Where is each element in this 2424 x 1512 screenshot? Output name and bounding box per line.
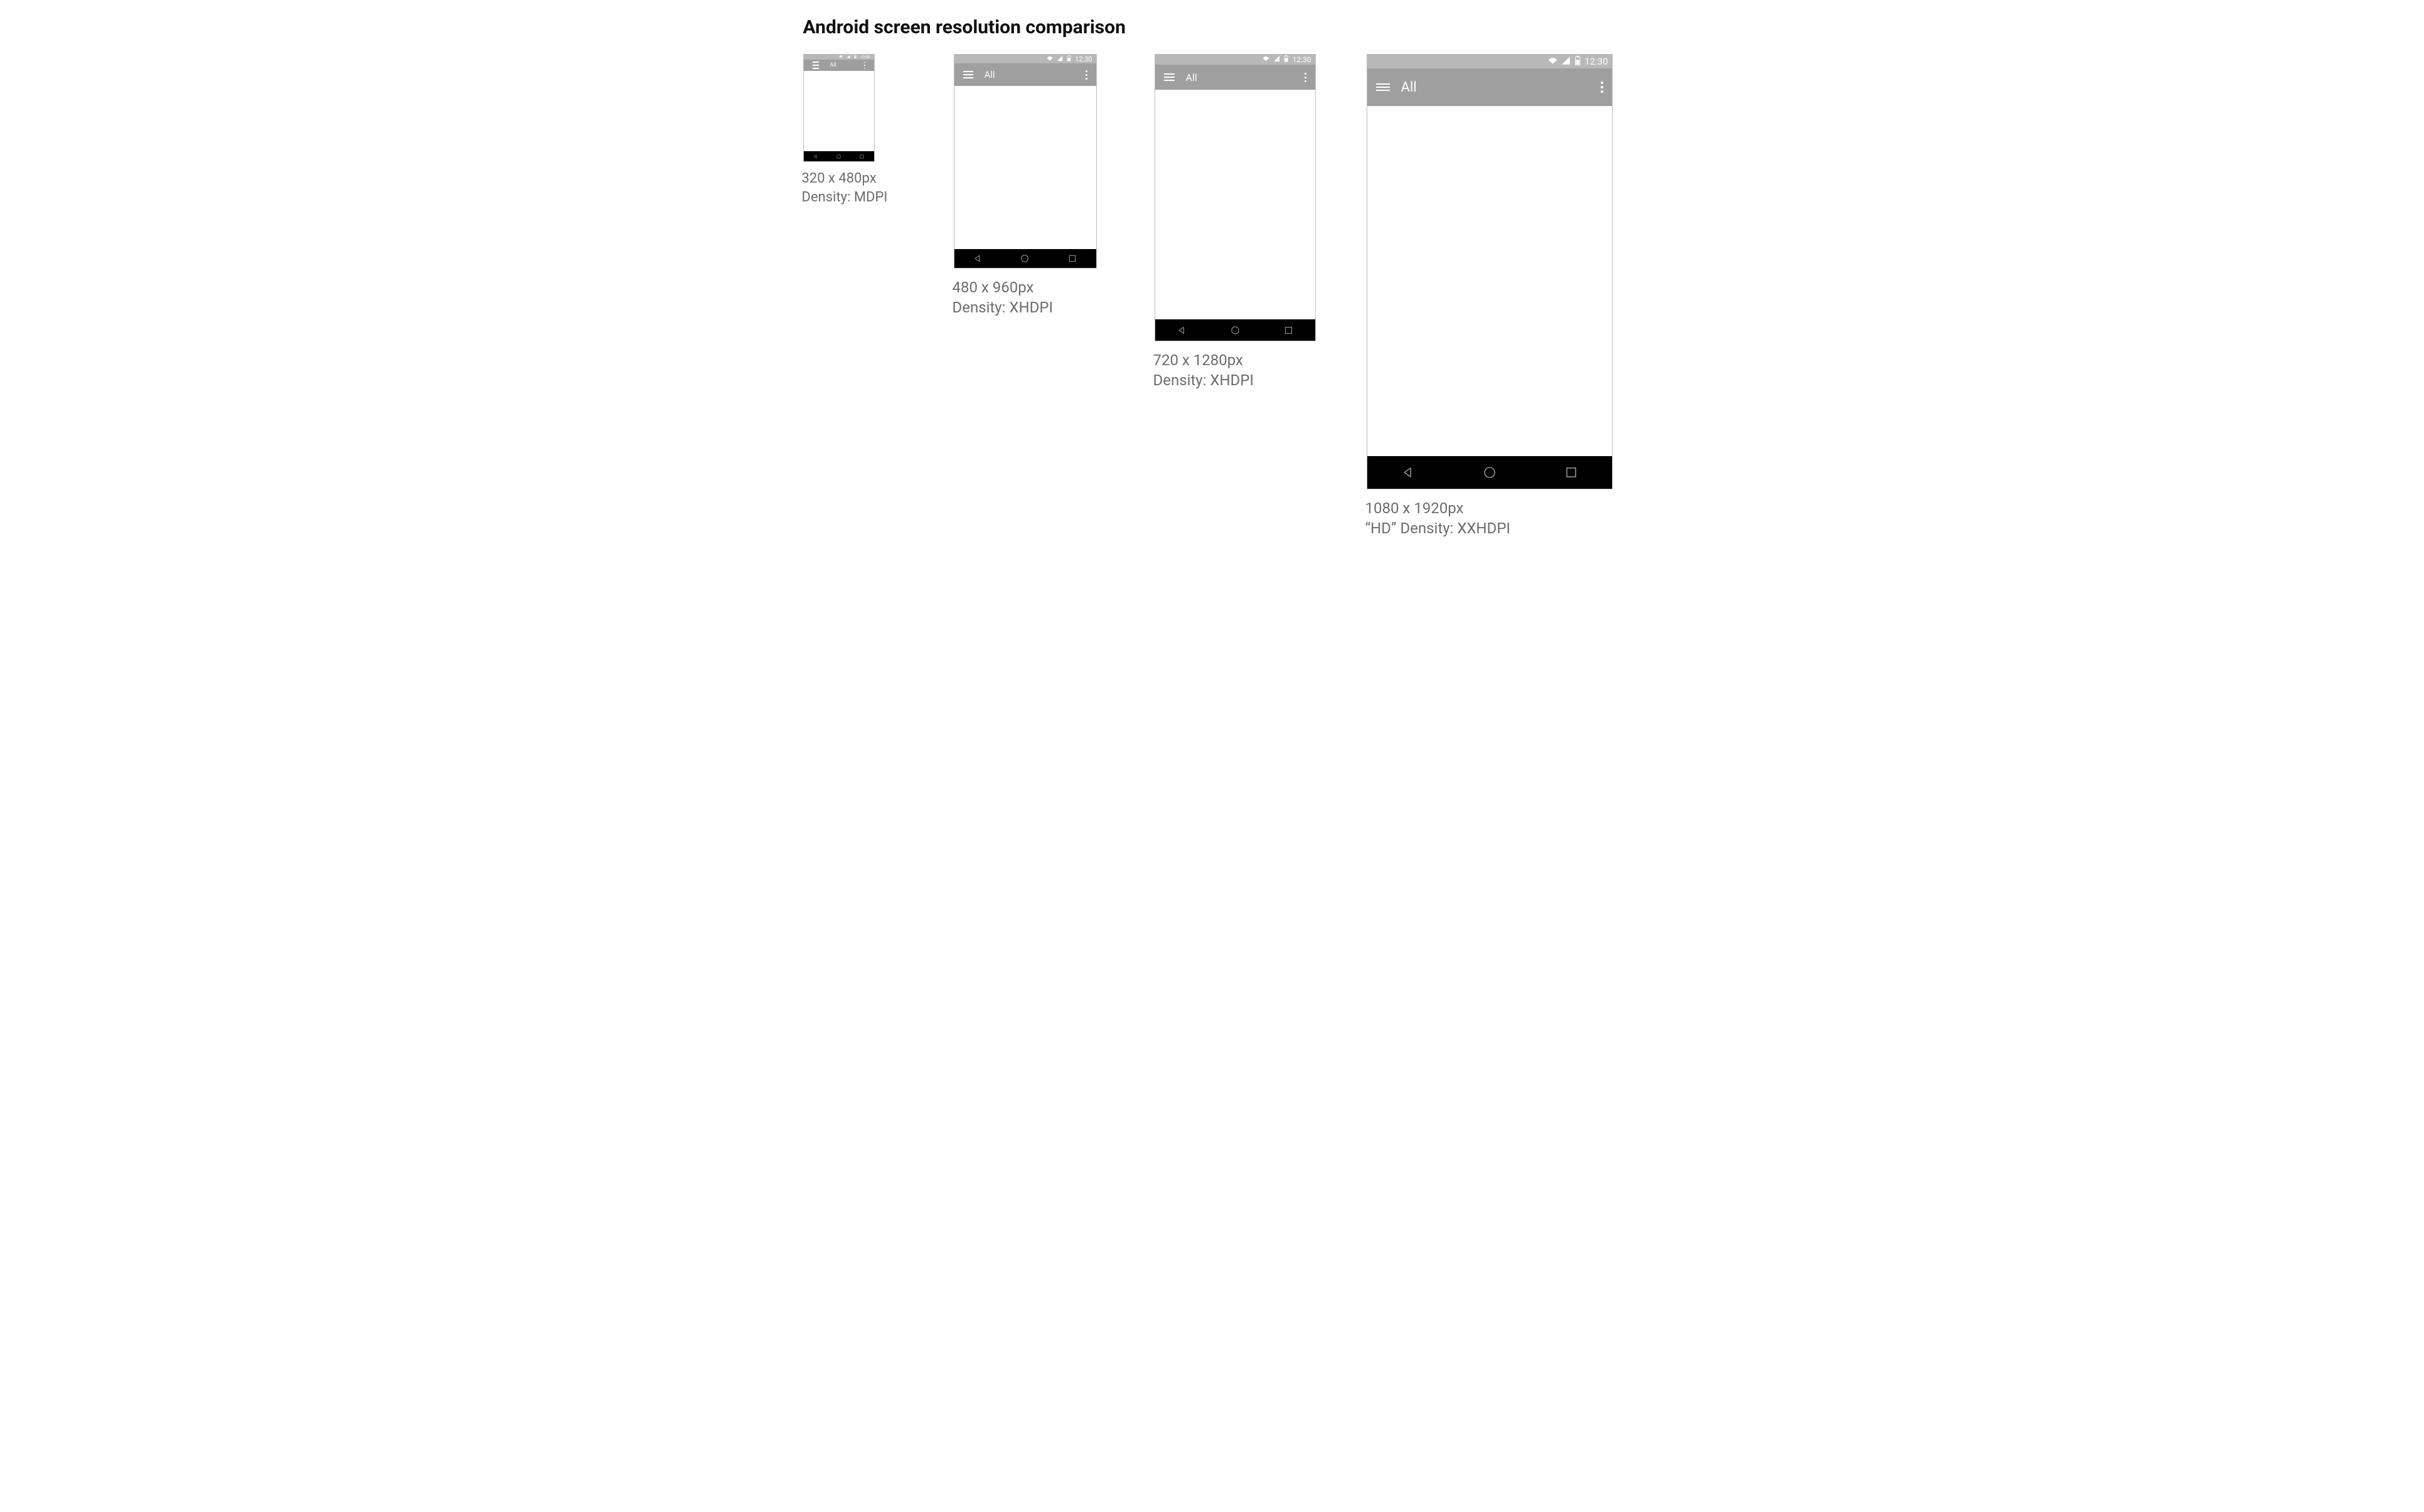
signal-icon <box>1057 55 1063 63</box>
caption-density: Density: XHDPI <box>953 297 1054 317</box>
battery-icon <box>1284 55 1289 64</box>
content-area <box>954 86 1096 249</box>
nav-bar <box>1155 319 1315 341</box>
hamburger-icon[interactable] <box>813 61 819 69</box>
nav-home-icon[interactable] <box>1230 325 1241 336</box>
nav-bar <box>954 249 1096 268</box>
device-xhdpi-large: 12:30 All <box>1155 54 1316 341</box>
caption-density: “HD” Density: XXHDPI <box>1365 518 1510 538</box>
nav-recent-icon[interactable] <box>1067 253 1077 264</box>
app-bar: All <box>954 63 1096 86</box>
content-area <box>1367 106 1612 456</box>
nav-bar <box>1367 456 1612 489</box>
overflow-icon[interactable] <box>864 62 865 69</box>
battery-icon <box>1067 55 1071 63</box>
status-bar: 12:30 <box>1367 55 1612 68</box>
nav-back-icon[interactable] <box>973 253 983 264</box>
app-bar: All <box>1155 65 1315 90</box>
hamburger-icon[interactable] <box>963 71 973 78</box>
device-caption-xxhdpi: 1080 x 1920px“HD” Density: XXHDPI <box>1365 498 1510 539</box>
appbar-title: All <box>1401 80 1417 95</box>
wifi-icon <box>1263 55 1269 64</box>
nav-home-icon[interactable] <box>1020 253 1030 264</box>
device-caption-xhdpi-large: 720 x 1280pxDensity: XHDPI <box>1153 350 1254 391</box>
device-xxhdpi: 12:30 All <box>1367 54 1613 489</box>
battery-icon <box>854 55 857 60</box>
status-bar: 12:30 <box>1155 55 1315 65</box>
wifi-icon <box>1548 56 1557 68</box>
page-title: Android screen resolution comparison <box>803 16 1126 38</box>
status-time: 12:30 <box>1293 55 1311 64</box>
appbar-title: All <box>985 69 995 80</box>
comparison-canvas: Android screen resolution comparison 12:… <box>773 0 1652 548</box>
status-time: 12:30 <box>1075 55 1092 63</box>
app-bar: All <box>804 60 874 71</box>
nav-recent-icon[interactable] <box>1564 465 1579 480</box>
device-xhdpi-small: 12:30 All <box>954 54 1097 269</box>
wifi-icon <box>1047 55 1053 63</box>
hamburger-icon[interactable] <box>1376 83 1390 91</box>
nav-bar <box>804 151 874 161</box>
caption-resolution: 320 x 480px <box>802 169 888 188</box>
overflow-icon[interactable] <box>1305 73 1306 82</box>
battery-icon <box>1574 56 1581 68</box>
status-bar: 12:30 <box>804 55 874 60</box>
wifi-icon <box>839 55 843 60</box>
nav-recent-icon[interactable] <box>859 154 865 159</box>
device-mdpi: 12:30 All <box>803 54 875 162</box>
nav-back-icon[interactable] <box>1401 465 1416 480</box>
caption-density: Density: MDPI <box>802 188 888 207</box>
nav-recent-icon[interactable] <box>1283 325 1294 336</box>
overflow-icon[interactable] <box>1086 70 1087 80</box>
status-time: 12:30 <box>861 55 870 60</box>
status-bar: 12:30 <box>954 55 1096 63</box>
signal-icon <box>846 55 850 60</box>
hamburger-icon[interactable] <box>1164 73 1175 81</box>
nav-home-icon[interactable] <box>836 154 841 159</box>
caption-resolution: 1080 x 1920px <box>1365 498 1510 518</box>
signal-icon <box>1273 55 1280 64</box>
appbar-title: All <box>1186 72 1197 83</box>
overflow-icon[interactable] <box>1601 82 1603 93</box>
nav-back-icon[interactable] <box>813 154 818 159</box>
signal-icon <box>1561 56 1571 68</box>
caption-resolution: 480 x 960px <box>953 277 1054 297</box>
app-bar: All <box>1367 68 1612 106</box>
appbar-title: All <box>830 62 836 68</box>
device-caption-xhdpi-small: 480 x 960pxDensity: XHDPI <box>953 277 1054 318</box>
nav-back-icon[interactable] <box>1177 325 1187 336</box>
caption-resolution: 720 x 1280px <box>1153 350 1254 370</box>
content-area <box>1155 90 1315 319</box>
content-area <box>804 71 874 151</box>
caption-density: Density: XHDPI <box>1153 370 1254 390</box>
device-caption-mdpi: 320 x 480pxDensity: MDPI <box>802 169 888 206</box>
status-time: 12:30 <box>1584 56 1608 67</box>
nav-home-icon[interactable] <box>1482 465 1497 480</box>
